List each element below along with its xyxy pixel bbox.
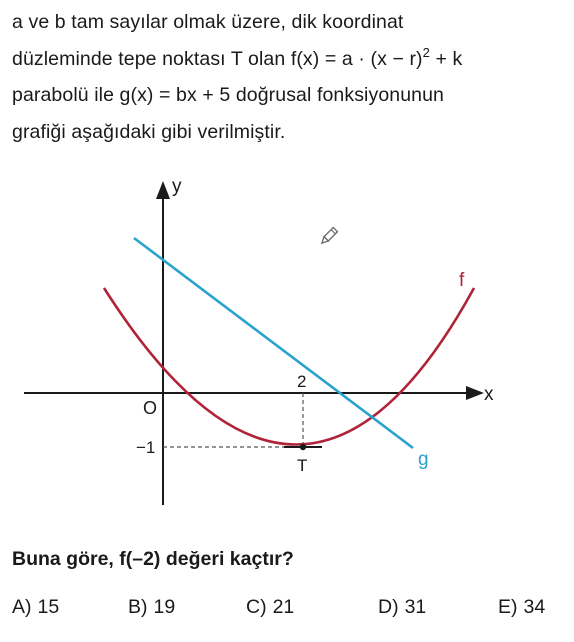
option-c-letter: C) — [246, 596, 267, 618]
origin-label: O — [143, 398, 157, 418]
coordinate-graph: y x O 2 −1 T f g — [0, 0, 574, 540]
option-c-value: 21 — [273, 596, 295, 618]
option-e-value: 34 — [524, 596, 546, 618]
option-a-value: 15 — [38, 596, 60, 618]
x-axis-label: x — [484, 384, 494, 405]
option-b-letter: B) — [128, 596, 148, 618]
y-axis-arrow — [156, 181, 170, 199]
y-tick-label: −1 — [136, 438, 155, 457]
option-c[interactable]: C) 21 — [246, 596, 294, 619]
option-e[interactable]: E) 34 — [498, 596, 545, 619]
option-d-letter: D) — [378, 596, 399, 618]
option-e-letter: E) — [498, 596, 518, 618]
option-b[interactable]: B) 19 — [128, 596, 175, 619]
x-axis-arrow — [466, 386, 484, 400]
f-label: f — [459, 270, 465, 291]
option-d-value: 31 — [405, 596, 427, 618]
option-d[interactable]: D) 31 — [378, 596, 426, 619]
vertex-label: T — [297, 456, 307, 475]
vertex-point — [300, 444, 306, 450]
option-a-letter: A) — [12, 596, 32, 618]
question-prompt: Buna göre, f(–2) değeri kaçtır? — [12, 548, 294, 571]
line-g — [134, 238, 413, 448]
y-axis-label: y — [172, 176, 182, 197]
option-a[interactable]: A) 15 — [12, 596, 59, 619]
answer-options: A) 15 B) 19 C) 21 D) 31 E) 34 — [0, 596, 574, 624]
g-label: g — [418, 449, 429, 470]
pencil-icon — [320, 228, 338, 246]
parabola-f — [104, 288, 474, 445]
option-b-value: 19 — [154, 596, 176, 618]
x-tick-label: 2 — [297, 372, 306, 391]
